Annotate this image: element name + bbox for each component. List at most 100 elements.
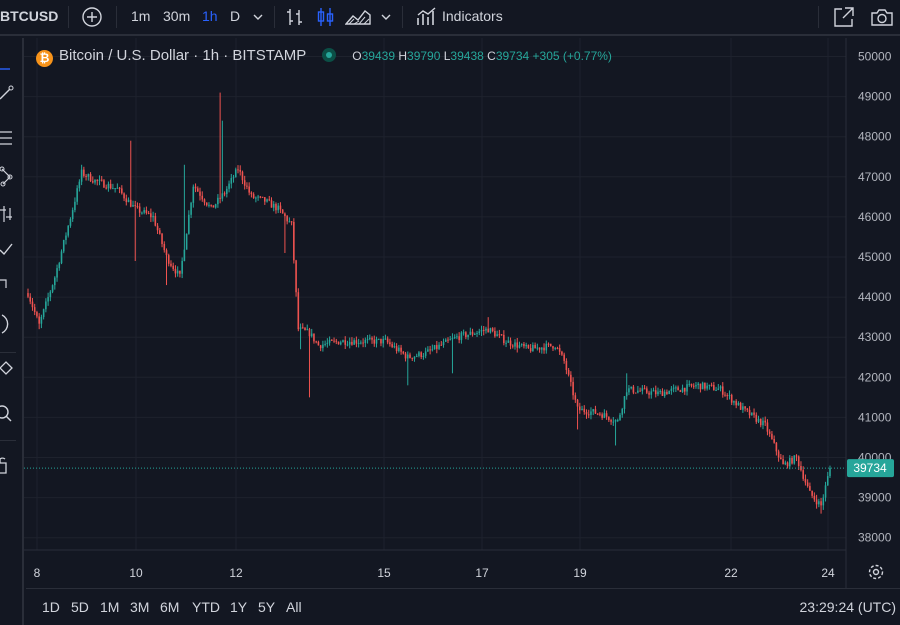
time-axis[interactable]: 8 10 12 15 17 19 22 24 — [34, 566, 835, 580]
annotation-tool-icon[interactable] — [0, 270, 14, 292]
candle-body — [516, 342, 519, 348]
indicators-button[interactable]: Indicators — [442, 8, 503, 24]
indicators-icon[interactable] — [416, 0, 438, 34]
bar-style-icon[interactable] — [286, 0, 306, 34]
candle-body — [357, 343, 360, 345]
candle-body — [427, 349, 429, 352]
candle-body — [221, 193, 224, 199]
candle-body — [400, 347, 402, 352]
candle-body — [681, 387, 684, 392]
range-all-button[interactable]: All — [286, 599, 302, 615]
candle-body — [742, 406, 744, 410]
candle-body — [114, 188, 116, 190]
candle-body — [630, 386, 632, 389]
candle-body — [252, 194, 255, 198]
candle-body — [368, 337, 371, 339]
area-style-icon[interactable] — [345, 0, 371, 34]
fib-retracement-icon[interactable] — [0, 128, 14, 150]
candle-body — [355, 340, 358, 344]
price-axis[interactable]: 3800039000400004100042000430004400045000… — [858, 50, 892, 545]
candle-body — [118, 187, 121, 189]
interval-30m-button[interactable]: 30m — [163, 8, 191, 24]
range-5y-button[interactable]: 5Y — [258, 599, 276, 615]
candle-body — [228, 183, 230, 189]
candle-body — [190, 202, 192, 215]
candle-body — [797, 456, 800, 466]
snapshot-share-icon[interactable] — [833, 0, 855, 34]
candle-body — [418, 352, 420, 356]
range-1y-button[interactable]: 1Y — [230, 599, 248, 615]
utc-clock[interactable]: 23:29:24 (UTC) — [799, 599, 896, 615]
candle-body — [58, 263, 61, 269]
candle-body — [150, 213, 152, 218]
candle-body — [203, 199, 206, 203]
candle-body — [520, 344, 523, 346]
symbol-title[interactable]: Bitcoin / U.S. Dollar · 1h · BITSTAMP — [59, 47, 307, 64]
eraser-icon[interactable] — [0, 360, 14, 382]
candle-body — [456, 336, 458, 338]
range-3m-button[interactable]: 3M — [130, 599, 150, 615]
candle-body — [152, 215, 154, 218]
settings-gear-icon[interactable] — [866, 562, 886, 582]
candle-body — [800, 465, 802, 471]
range-6m-button[interactable]: 6M — [160, 599, 180, 615]
candle-body — [708, 384, 711, 386]
candle-body — [449, 339, 452, 341]
candle-body — [748, 409, 751, 416]
candle-body — [179, 270, 181, 274]
candle-body — [824, 485, 827, 498]
range-1d-button[interactable]: 1D — [42, 599, 60, 615]
symbol-search-button[interactable]: BTCUSD — [0, 8, 59, 24]
interval-d-button[interactable]: D — [230, 8, 241, 24]
measure-icon[interactable] — [0, 313, 14, 335]
candle-body — [181, 260, 183, 274]
compare-add-icon[interactable] — [81, 0, 103, 34]
candle-body — [462, 332, 465, 334]
candle-body — [764, 420, 767, 423]
candle-body — [339, 342, 342, 345]
candle-body — [646, 388, 648, 393]
candle-body — [670, 388, 673, 391]
candle-body — [380, 338, 382, 344]
range-ytd-button[interactable]: YTD — [192, 599, 220, 615]
range-5d-button[interactable]: 5D — [71, 599, 89, 615]
candlestick-series — [27, 92, 831, 514]
candle-body — [786, 462, 789, 467]
candle-body — [612, 421, 615, 423]
candle-body — [489, 328, 492, 333]
price-chart[interactable]: 3800039000400004100042000430004400045000… — [24, 38, 900, 588]
range-1m-button[interactable]: 1M — [100, 599, 120, 615]
chevron-down-icon[interactable] — [380, 0, 392, 34]
candle-style-icon[interactable] — [316, 0, 336, 34]
zoom-in-icon[interactable] — [0, 403, 14, 425]
interval-1h-button[interactable]: 1h — [202, 8, 218, 24]
candle-body — [100, 179, 103, 181]
low-label: L — [443, 49, 451, 63]
candle-body — [165, 250, 168, 256]
interval-1m-button[interactable]: 1m — [131, 8, 151, 24]
chevron-down-icon[interactable] — [252, 0, 264, 34]
candle-body — [469, 331, 472, 335]
lock-drawings-icon[interactable] — [0, 454, 14, 476]
trend-line-icon[interactable] — [0, 83, 14, 105]
candle-body — [185, 233, 188, 250]
candle-body — [610, 420, 612, 422]
candle-body — [721, 386, 724, 395]
candle-body — [603, 413, 606, 418]
candle-body — [701, 382, 704, 390]
pattern-tool-icon[interactable] — [0, 165, 14, 187]
camera-icon[interactable] — [870, 0, 894, 34]
crosshair-icon[interactable] — [0, 58, 14, 80]
geometric-shapes-icon[interactable] — [0, 238, 14, 260]
candle-body — [398, 347, 400, 352]
candle-body — [704, 382, 706, 389]
candle-body — [576, 399, 579, 407]
candle-body — [42, 309, 45, 317]
prediction-tool-icon[interactable] — [0, 203, 14, 225]
candle-body — [599, 413, 601, 415]
candle-body — [587, 414, 590, 416]
candle-body — [751, 412, 753, 416]
candle-body — [250, 192, 253, 195]
candle-body — [67, 225, 70, 236]
candle-body — [818, 501, 820, 505]
